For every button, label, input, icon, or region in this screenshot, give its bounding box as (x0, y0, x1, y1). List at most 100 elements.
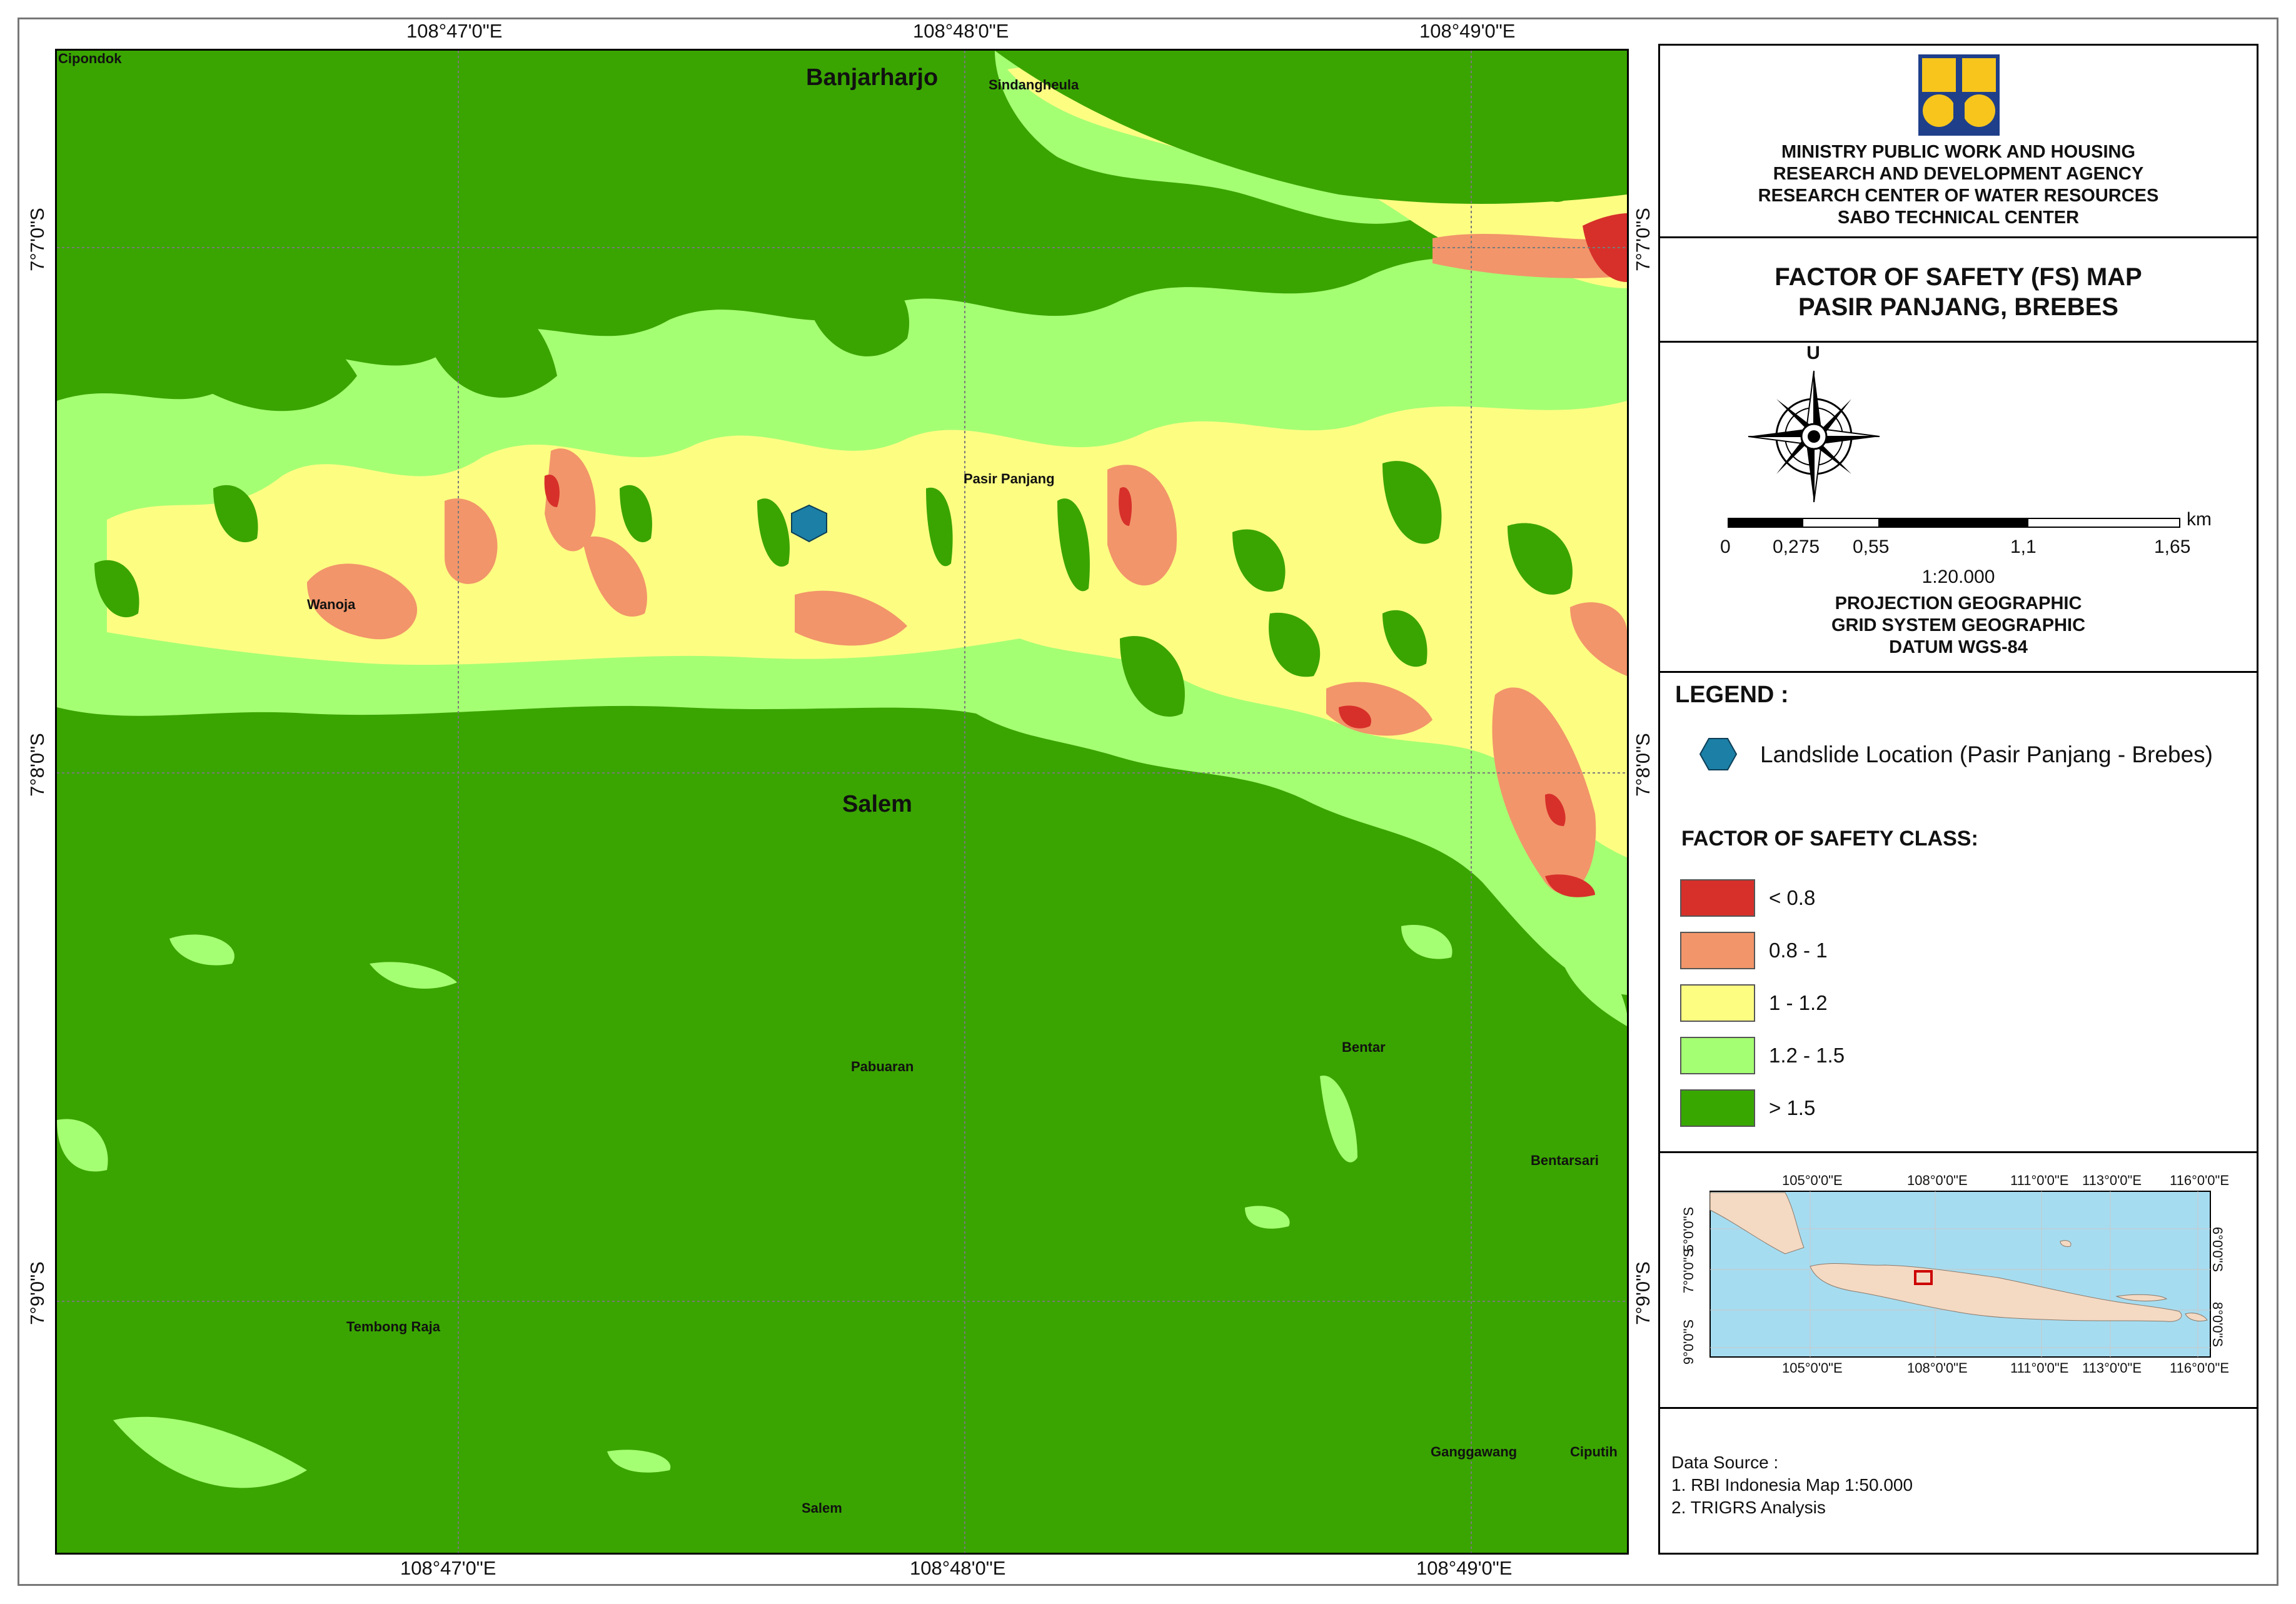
scale-seg-3 (1878, 519, 2029, 527)
projection-block: PROJECTION GEOGRAPHIC GRID SYSTEM GEOGRA… (1660, 593, 2257, 658)
place-pasir-panjang: Pasir Panjang (964, 471, 1055, 487)
fs-map[interactable]: Cipondok Banjarharjo Sindangheula Pasir … (55, 49, 1629, 1555)
coord-top-3: 108°49'0"E (1419, 20, 1516, 42)
place-cipondok: Cipondok (58, 51, 122, 66)
fs-zone-salmon-top (1432, 233, 1627, 278)
scale-seg-1 (1729, 519, 1804, 527)
place-salem-village: Salem (802, 1500, 842, 1516)
fs-zone-green-hole (1533, 162, 1566, 202)
inset-left-label: 5°0'0"S (1681, 1206, 1697, 1253)
institution-line1: MINISTRY PUBLIC WORK AND HOUSING (1781, 142, 2136, 162)
fs-zone-green-hole (926, 487, 953, 567)
legend-class-label: 0.8 - 1 (1769, 939, 1828, 962)
fs-zone-green-hole (1382, 461, 1442, 544)
fs-zone-light-green-patch (1558, 944, 1627, 1026)
inset-top-label: 116°0'0"E (2170, 1173, 2230, 1188)
fs-zone-green-hole (757, 498, 790, 567)
fs-zone-light-green-patch (113, 1416, 307, 1488)
place-banjarharjo: Banjarharjo (806, 64, 939, 91)
coord-top-2: 108°48'0"E (913, 20, 1009, 42)
inset-land-madura (2115, 1294, 2168, 1301)
inset-study-area-marker (1914, 1270, 1933, 1285)
fs-zone-light-green-patch (169, 934, 234, 966)
coord-bottom-3: 108°49'0"E (1416, 1557, 1513, 1579)
fs-zone-green-hole (432, 286, 557, 398)
coord-right-1: 7°7'0"S (1632, 208, 1654, 271)
ministry-logo (1918, 54, 2000, 136)
fs-zone-salmon (795, 590, 907, 646)
inset-section (1660, 1151, 2257, 1154)
inset-bottom-label: 108°0'0"E (1907, 1360, 1968, 1376)
place-bentar: Bentar (1342, 1039, 1386, 1055)
fs-class-heading: FACTOR OF SAFETY CLASS: (1681, 827, 1978, 850)
legend-class-label: 1.2 - 1.5 (1769, 1044, 1845, 1067)
fs-zone-green-hole (807, 256, 910, 356)
inset-land-bali (2185, 1313, 2208, 1322)
projection-line2: GRID SYSTEM GEOGRAPHIC (1831, 615, 2086, 635)
fs-zone-salmon (545, 448, 596, 552)
fs-zone-red (1545, 794, 1566, 826)
inset-land-java (1810, 1263, 2182, 1322)
inset-right-label: 6°0'0"S (2210, 1226, 2226, 1273)
institution-line2: RESEARCH AND DEVELOPMENT AGENCY (1773, 164, 2144, 184)
fs-zone-red (1339, 705, 1371, 729)
inset-locator-map[interactable]: 105°0'0"E 108°0'0"E 111°0'0"E 113°0'0"E … (1681, 1173, 2235, 1379)
landslide-marker (791, 504, 827, 543)
inset-right-label: 8°0'0"S (2210, 1301, 2226, 1348)
legend-swatch-light-green (1680, 1037, 1755, 1074)
fs-zone-light-green-patch (1401, 925, 1453, 959)
coord-left-1: 7°7'0"S (26, 208, 48, 271)
place-pabuaran: Pabuaran (851, 1059, 914, 1074)
legend-heading: LEGEND : (1675, 682, 1789, 708)
inset-bottom-label: 116°0'0"E (2170, 1360, 2230, 1376)
coord-right-2: 7°8'0"S (1632, 733, 1654, 797)
fs-zone-green-hole (213, 485, 258, 543)
place-tembong-raja: Tembong Raja (346, 1319, 440, 1334)
projection-line1: PROJECTION GEOGRAPHIC (1835, 593, 2082, 613)
scale-tick-3: 1,1 (2010, 537, 2037, 557)
legend-section: LEGEND : Landslide Location (Pasir Panja… (1660, 671, 2257, 1153)
fs-zone-green-hole (1120, 636, 1185, 717)
data-source: Data Source : 1. RBI Indonesia Map 1:50.… (1671, 1451, 1913, 1519)
inset-map-svg (1685, 1173, 2235, 1379)
legend-class-row: 1 - 1.2 (1680, 984, 1828, 1022)
inset-top-label: 105°0'0"E (1782, 1173, 1843, 1188)
landslide-legend-label: Landslide Location (Pasir Panjang - Breb… (1760, 742, 2213, 767)
legend-swatch-yellow (1680, 984, 1755, 1022)
fs-zone-green-hole (57, 726, 1627, 1553)
legend-class-label: < 0.8 (1769, 886, 1816, 909)
legend-class-row: 0.8 - 1 (1680, 932, 1828, 969)
data-source-heading: Data Source : (1671, 1453, 1779, 1472)
fs-zone-green-hole (1232, 529, 1286, 592)
fs-zone-green-hole (1057, 498, 1090, 592)
place-ganggawang: Ganggawang (1431, 1444, 1518, 1460)
coord-bottom-1: 108°47'0"E (400, 1557, 496, 1579)
fs-zone-green-hole (1269, 612, 1321, 677)
place-sindangheula: Sindangheula (989, 77, 1079, 93)
map-title-line1: FACTOR OF SAFETY (FS) MAP (1775, 263, 2142, 291)
legend-class-row: < 0.8 (1680, 879, 1815, 917)
legend-class-label: 1 - 1.2 (1769, 991, 1828, 1014)
inset-left-label: 9°0'0"S (1681, 1319, 1697, 1365)
inset-top-label: 113°0'0"E (2082, 1173, 2142, 1188)
projection-line3: DATUM WGS-84 (1889, 637, 2028, 657)
fs-zone-green-hole (995, 51, 1627, 204)
fs-zone-light-green-patch (57, 1119, 108, 1172)
landslide-legend-icon (1699, 738, 1738, 770)
place-wanoja: Wanoja (307, 597, 356, 612)
inset-top-label: 108°0'0"E (1907, 1173, 1968, 1188)
scale-unit: km (2187, 509, 2212, 530)
inset-bottom-label: 113°0'0"E (2082, 1360, 2142, 1376)
coord-top-1: 108°47'0"E (406, 20, 503, 42)
legend-swatch-red (1680, 879, 1755, 917)
fs-zone-green-hole (94, 560, 139, 618)
scale-seg-4 (2028, 519, 2179, 527)
inset-bottom-label: 111°0'0"E (2010, 1360, 2069, 1376)
fs-zone-green-hole (57, 51, 995, 288)
coord-left-3: 7°9'0"S (26, 1261, 48, 1325)
scale-tick-4: 1,65 (2154, 537, 2191, 557)
legend-swatch-green (1680, 1089, 1755, 1127)
fs-zone-light-green-patch (370, 962, 457, 989)
scale-ratio: 1:20.000 (1921, 567, 1995, 587)
scale-bar (1728, 518, 2180, 528)
